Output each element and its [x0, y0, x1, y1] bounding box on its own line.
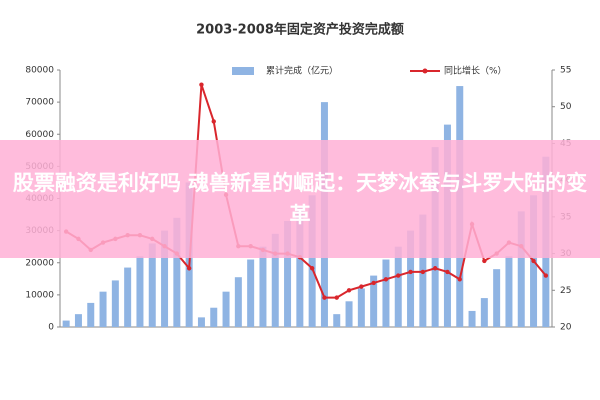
line-point — [543, 273, 549, 278]
banner: 股票融资是利好吗 魂兽新星的崛起：天梦冰蚕与斗罗大陆的变革 — [0, 140, 600, 258]
bar — [197, 317, 205, 327]
bar — [136, 256, 144, 327]
bar — [148, 243, 156, 327]
line-point — [346, 288, 352, 293]
line-point — [432, 266, 438, 271]
bar — [308, 195, 316, 327]
y-tick-label: 60000 — [25, 130, 54, 140]
bar — [517, 211, 525, 327]
line-point — [531, 258, 536, 264]
legend-swatch — [232, 67, 254, 75]
bar — [394, 246, 402, 327]
line-point — [371, 280, 376, 286]
bar — [87, 302, 95, 327]
bar — [222, 291, 230, 327]
line-point — [359, 284, 364, 289]
chart-title: 2003-2008年固定资产投资完成额 — [196, 22, 404, 38]
bar — [370, 275, 378, 327]
banner-text: 股票融资是利好吗 魂兽新星的崛起：天梦冰蚕与斗罗大陆的变革 — [12, 171, 588, 227]
y2-tick-label: 25 — [560, 286, 571, 296]
bar — [259, 246, 267, 327]
bar — [382, 259, 390, 327]
bar — [284, 220, 292, 327]
line-point — [396, 273, 401, 278]
line-point — [334, 295, 339, 300]
line-point — [186, 266, 192, 271]
line-point — [420, 269, 426, 275]
line-point — [408, 269, 413, 275]
bar — [173, 217, 181, 327]
y-tick-label: 20000 — [25, 258, 54, 268]
y-tick-label: 80000 — [25, 66, 54, 76]
bar — [210, 307, 218, 327]
bar — [468, 310, 476, 327]
legend-label: 同比增长（%） — [444, 65, 507, 77]
bar — [493, 269, 501, 327]
bar — [74, 314, 82, 327]
bar — [111, 280, 119, 327]
bar — [407, 230, 415, 327]
bar — [62, 320, 70, 327]
y-tick-label: 10000 — [25, 290, 54, 300]
line-point — [482, 258, 487, 264]
line-point — [211, 119, 216, 124]
bar — [271, 233, 279, 327]
line-point — [322, 295, 327, 300]
bar — [505, 256, 513, 327]
line-point — [457, 277, 462, 282]
bar — [296, 208, 304, 327]
bar — [124, 267, 132, 327]
bar — [480, 298, 488, 327]
line-point — [199, 82, 204, 87]
line-point — [445, 269, 450, 275]
y2-tick-label: 50 — [560, 102, 572, 112]
line-point — [309, 266, 315, 271]
legend-label: 累计完成（亿元） — [266, 65, 338, 77]
bar — [333, 314, 341, 327]
line-point — [383, 277, 389, 282]
legend-swatch — [422, 68, 428, 74]
y-tick-label: 70000 — [25, 98, 54, 108]
bar — [234, 277, 242, 327]
y-tick-label: 0 — [48, 323, 54, 333]
y2-tick-label: 55 — [560, 66, 571, 76]
bar — [357, 288, 365, 327]
bar — [247, 259, 255, 327]
bar — [99, 291, 107, 327]
bar — [345, 301, 353, 327]
bar — [161, 230, 169, 327]
y2-tick-label: 20 — [560, 323, 572, 333]
